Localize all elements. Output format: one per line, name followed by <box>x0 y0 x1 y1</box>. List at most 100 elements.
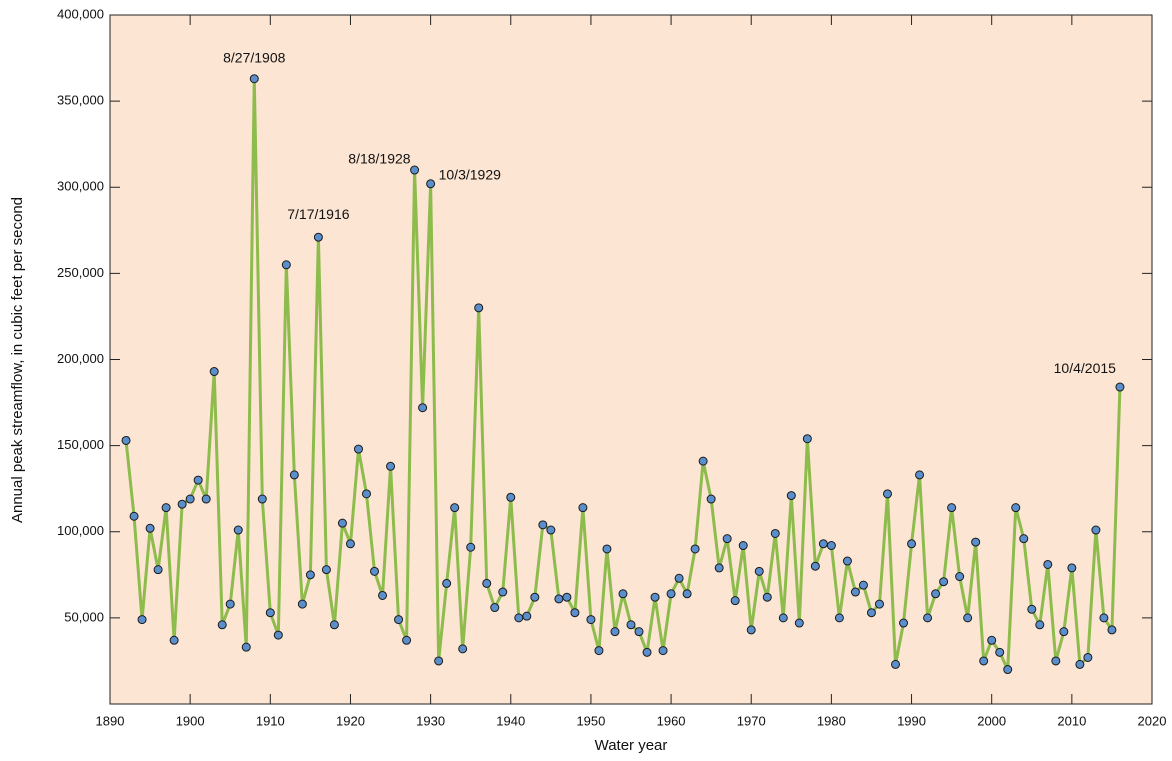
data-point <box>193 475 203 485</box>
data-point <box>650 592 660 602</box>
data-point <box>1083 652 1093 662</box>
data-point <box>642 647 652 657</box>
data-point <box>554 594 564 604</box>
data-point <box>530 592 540 602</box>
data-point <box>858 580 868 590</box>
data-point <box>746 625 756 635</box>
data-point <box>714 563 724 573</box>
data-point <box>1075 659 1085 669</box>
data-point <box>722 534 732 544</box>
data-point <box>297 599 307 609</box>
x-tick-label: 1930 <box>416 713 445 728</box>
data-point <box>161 503 171 513</box>
data-point <box>321 565 331 575</box>
x-tick-label: 1920 <box>336 713 365 728</box>
data-point <box>225 599 235 609</box>
data-point <box>899 618 909 628</box>
x-tick-label: 1910 <box>256 713 285 728</box>
data-point <box>931 589 941 599</box>
y-tick-label: 50,000 <box>64 609 104 624</box>
annotation: 10/3/1929 <box>439 167 501 183</box>
data-point <box>466 542 476 552</box>
data-point <box>786 491 796 501</box>
data-point <box>458 644 468 654</box>
data-point <box>802 434 812 444</box>
data-point <box>971 537 981 547</box>
data-point <box>1067 563 1077 573</box>
x-tick-label: 2020 <box>1138 713 1167 728</box>
data-point <box>754 566 764 576</box>
data-point <box>834 613 844 623</box>
data-point <box>1027 604 1037 614</box>
data-point <box>514 613 524 623</box>
data-point <box>169 635 179 645</box>
data-point <box>915 470 925 480</box>
data-point <box>137 615 147 625</box>
data-point <box>995 647 1005 657</box>
data-point <box>313 232 323 242</box>
x-tick-label: 1970 <box>737 713 766 728</box>
data-point <box>1099 613 1109 623</box>
y-tick-label: 200,000 <box>57 351 104 366</box>
data-point <box>602 544 612 554</box>
data-point <box>842 556 852 566</box>
y-tick-label: 300,000 <box>57 179 104 194</box>
data-point <box>121 435 131 445</box>
data-point <box>1035 620 1045 630</box>
data-point <box>610 627 620 637</box>
annotation: 10/4/2015 <box>1054 360 1116 376</box>
data-point <box>201 494 211 504</box>
data-point <box>418 403 428 413</box>
data-point <box>1043 559 1053 569</box>
data-point <box>658 646 668 656</box>
data-point <box>426 179 436 189</box>
data-point <box>1019 534 1029 544</box>
data-point <box>386 461 396 471</box>
data-point <box>874 599 884 609</box>
data-point <box>738 541 748 551</box>
data-point <box>698 456 708 466</box>
data-point <box>378 590 388 600</box>
data-point <box>810 561 820 571</box>
data-point <box>562 592 572 602</box>
data-point <box>770 528 780 538</box>
data-point <box>257 494 267 504</box>
x-tick-label: 1900 <box>176 713 205 728</box>
data-point <box>410 165 420 175</box>
data-point <box>546 525 556 535</box>
data-point <box>217 620 227 630</box>
data-point <box>506 492 516 502</box>
data-point <box>353 444 363 454</box>
data-point <box>474 303 484 313</box>
data-point <box>818 539 828 549</box>
data-point <box>1115 382 1125 392</box>
data-point <box>145 523 155 533</box>
data-point <box>891 659 901 669</box>
data-point <box>730 596 740 606</box>
data-point <box>233 525 243 535</box>
x-tick-label: 2000 <box>977 713 1006 728</box>
plot-background <box>109 14 1153 705</box>
data-point <box>490 603 500 613</box>
data-point <box>538 520 548 530</box>
x-tick-label: 1990 <box>897 713 926 728</box>
data-point <box>434 656 444 666</box>
x-tick-label: 1890 <box>96 713 125 728</box>
data-point <box>578 503 588 513</box>
y-tick-label: 350,000 <box>57 93 104 108</box>
data-point <box>923 613 933 623</box>
data-point <box>594 646 604 656</box>
y-tick-label: 150,000 <box>57 437 104 452</box>
data-point <box>907 539 917 549</box>
data-point <box>177 499 187 509</box>
x-axis-label: Water year <box>595 737 668 754</box>
data-point <box>1011 503 1021 513</box>
data-point <box>442 578 452 588</box>
data-point <box>979 656 989 666</box>
x-tick-label: 1980 <box>817 713 846 728</box>
data-point <box>947 503 957 513</box>
data-point <box>674 573 684 583</box>
data-point <box>345 539 355 549</box>
y-axis-label: Annual peak streamflow, in cubic feet pe… <box>9 197 26 523</box>
